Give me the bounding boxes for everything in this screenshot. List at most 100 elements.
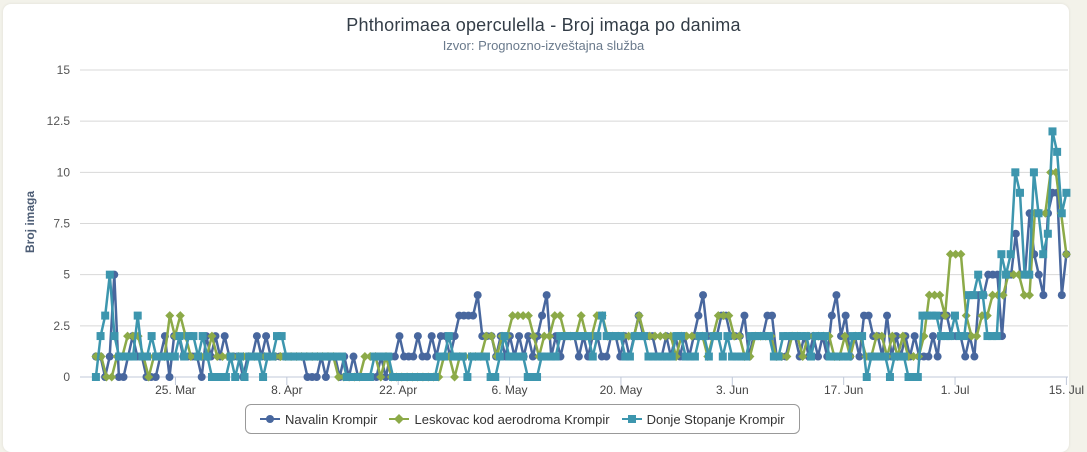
- data-point[interactable]: [519, 352, 528, 361]
- data-point[interactable]: [220, 332, 229, 341]
- data-point[interactable]: [334, 372, 344, 382]
- data-point[interactable]: [661, 331, 671, 341]
- data-point[interactable]: [546, 352, 555, 361]
- data-point[interactable]: [909, 373, 918, 381]
- data-point[interactable]: [663, 352, 672, 361]
- data-point[interactable]: [538, 311, 547, 320]
- data-point[interactable]: [495, 352, 504, 361]
- data-point[interactable]: [774, 352, 783, 361]
- data-point[interactable]: [529, 331, 539, 341]
- data-point[interactable]: [207, 331, 217, 341]
- data-point[interactable]: [166, 352, 175, 361]
- data-point[interactable]: [841, 311, 850, 320]
- data-point[interactable]: [1039, 250, 1048, 259]
- data-point[interactable]: [184, 332, 193, 341]
- data-point[interactable]: [782, 352, 792, 362]
- data-point[interactable]: [423, 352, 432, 361]
- data-point[interactable]: [876, 352, 885, 361]
- data-point[interactable]: [449, 352, 458, 361]
- data-point[interactable]: [328, 352, 337, 361]
- data-point[interactable]: [310, 352, 319, 361]
- data-point[interactable]: [972, 331, 982, 341]
- data-point[interactable]: [119, 352, 128, 361]
- data-point[interactable]: [91, 373, 100, 381]
- data-point[interactable]: [769, 352, 778, 361]
- data-point[interactable]: [576, 311, 586, 321]
- data-point[interactable]: [226, 352, 235, 361]
- data-point[interactable]: [491, 373, 500, 381]
- data-point[interactable]: [844, 352, 853, 361]
- data-point[interactable]: [887, 331, 897, 341]
- data-point[interactable]: [300, 352, 309, 361]
- data-point[interactable]: [658, 352, 667, 361]
- data-point[interactable]: [263, 352, 272, 361]
- data-point[interactable]: [933, 352, 942, 361]
- data-point[interactable]: [105, 270, 114, 279]
- data-point[interactable]: [807, 352, 816, 361]
- data-point[interactable]: [719, 311, 729, 321]
- data-point[interactable]: [676, 332, 685, 341]
- data-point[interactable]: [974, 270, 983, 279]
- data-point[interactable]: [312, 373, 321, 381]
- data-point[interactable]: [898, 331, 908, 341]
- data-point[interactable]: [375, 352, 384, 361]
- data-point[interactable]: [961, 352, 970, 361]
- data-point[interactable]: [867, 352, 876, 361]
- data-point[interactable]: [650, 331, 660, 341]
- data-point[interactable]: [203, 352, 212, 361]
- data-point[interactable]: [407, 373, 416, 381]
- data-point[interactable]: [138, 352, 147, 361]
- data-point[interactable]: [602, 352, 611, 361]
- data-point[interactable]: [827, 311, 836, 320]
- data-point[interactable]: [1061, 249, 1071, 259]
- data-point[interactable]: [1034, 270, 1043, 279]
- data-point[interactable]: [840, 331, 850, 341]
- data-point[interactable]: [296, 352, 305, 361]
- data-point[interactable]: [528, 352, 537, 361]
- data-point[interactable]: [895, 352, 904, 361]
- data-point[interactable]: [161, 352, 170, 361]
- data-point[interactable]: [699, 291, 708, 300]
- data-point[interactable]: [885, 373, 894, 381]
- data-point[interactable]: [129, 352, 138, 361]
- data-point[interactable]: [212, 352, 222, 362]
- data-point[interactable]: [370, 352, 379, 361]
- data-point[interactable]: [515, 332, 524, 341]
- data-point[interactable]: [653, 352, 662, 361]
- data-point[interactable]: [119, 373, 128, 381]
- data-point[interactable]: [588, 352, 597, 361]
- data-point[interactable]: [988, 332, 997, 341]
- data-point[interactable]: [440, 352, 449, 361]
- data-point[interactable]: [123, 331, 133, 341]
- data-point[interactable]: [175, 311, 185, 321]
- data-point[interactable]: [918, 311, 927, 320]
- data-point[interactable]: [101, 372, 111, 382]
- data-point[interactable]: [542, 352, 551, 361]
- data-point[interactable]: [556, 332, 565, 341]
- data-point[interactable]: [714, 332, 723, 341]
- data-point[interactable]: [832, 291, 841, 300]
- data-point[interactable]: [616, 332, 625, 341]
- data-point[interactable]: [165, 373, 174, 381]
- data-point[interactable]: [713, 311, 723, 321]
- data-point[interactable]: [1011, 229, 1020, 238]
- data-point[interactable]: [737, 352, 746, 361]
- data-point[interactable]: [523, 311, 533, 321]
- data-point[interactable]: [881, 352, 890, 361]
- data-point[interactable]: [1062, 188, 1071, 197]
- data-point[interactable]: [147, 332, 156, 341]
- data-point[interactable]: [740, 311, 749, 320]
- data-point[interactable]: [376, 372, 386, 382]
- data-point[interactable]: [830, 352, 839, 361]
- data-point[interactable]: [413, 332, 422, 341]
- data-point[interactable]: [468, 352, 477, 361]
- data-point[interactable]: [814, 352, 823, 361]
- data-point[interactable]: [508, 311, 518, 321]
- data-point[interactable]: [746, 332, 755, 341]
- data-point[interactable]: [321, 373, 330, 381]
- data-point[interactable]: [635, 332, 644, 341]
- data-point[interactable]: [430, 373, 439, 381]
- data-point[interactable]: [929, 332, 938, 341]
- data-point[interactable]: [189, 332, 198, 341]
- data-point[interactable]: [798, 352, 808, 362]
